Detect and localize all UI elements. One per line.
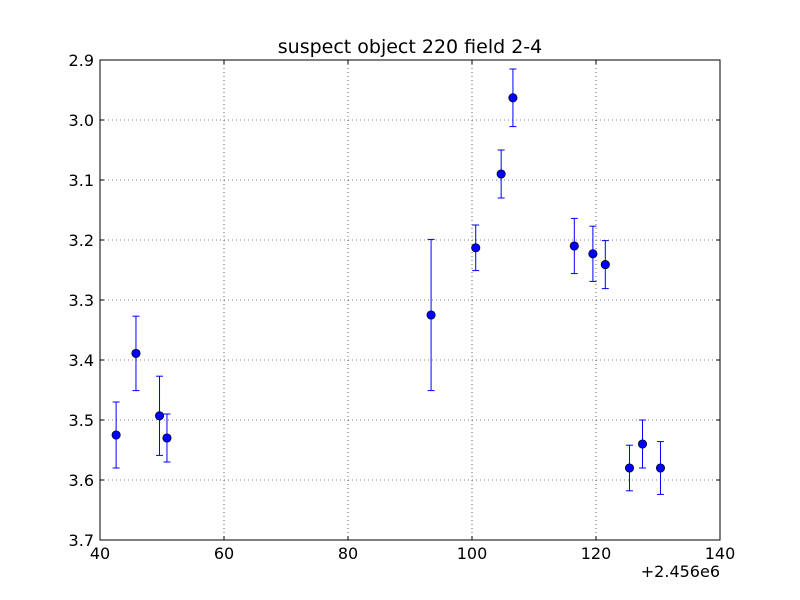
- data-point: [637, 439, 648, 449]
- data-point: [471, 243, 481, 253]
- y-tick-label: 3.0: [69, 111, 94, 130]
- y-tick-label: 3.3: [69, 291, 94, 310]
- y-tick-label: 2.9: [69, 51, 94, 70]
- data-point: [111, 430, 121, 440]
- data-point: [426, 310, 436, 320]
- y-tick-label: 3.4: [69, 351, 94, 370]
- x-offset-label: +2.456e6: [641, 562, 720, 581]
- data-point: [655, 463, 666, 473]
- data-point: [162, 433, 172, 443]
- data-point: [569, 241, 579, 251]
- data-point: [154, 411, 165, 421]
- x-tick-label: 100: [457, 544, 488, 563]
- data-points: [111, 93, 666, 473]
- y-tick-label: 3.5: [69, 411, 94, 430]
- x-tick-label: 60: [214, 544, 234, 563]
- data-point: [600, 260, 610, 270]
- x-tick-label: 40: [90, 544, 110, 563]
- y-tick-label: 3.6: [69, 471, 94, 490]
- data-point: [508, 93, 518, 103]
- x-tick-label: 120: [581, 544, 612, 563]
- y-tick-label: 3.1: [69, 171, 94, 190]
- data-point: [496, 169, 506, 179]
- x-tick-label: 140: [705, 544, 736, 563]
- data-point: [624, 463, 635, 473]
- data-point: [131, 348, 141, 358]
- y-tick-label: 3.2: [69, 231, 94, 250]
- chart-title: suspect object 220 field 2-4: [278, 36, 543, 58]
- y-tick-label: 3.7: [69, 531, 94, 550]
- tick-labels: 40 60 80 100 120 140 2.9 3.0 3.1 3.2 3.3 3.4 3.5 3.6 3…: [69, 51, 736, 563]
- data-point: [588, 249, 598, 259]
- x-tick-label: 80: [338, 544, 358, 563]
- grid: [100, 60, 720, 540]
- plot-frame: [99, 59, 721, 541]
